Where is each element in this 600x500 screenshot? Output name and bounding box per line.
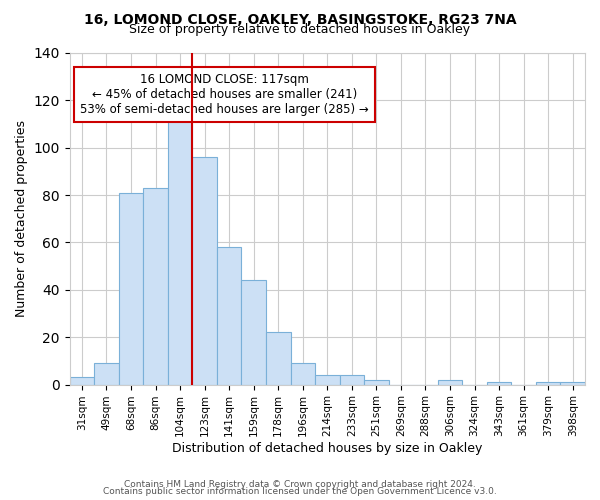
Bar	[315, 375, 340, 384]
X-axis label: Distribution of detached houses by size in Oakley: Distribution of detached houses by size …	[172, 442, 482, 455]
Bar	[193, 157, 217, 384]
Bar	[168, 114, 193, 384]
Bar	[560, 382, 585, 384]
Text: 16 LOMOND CLOSE: 117sqm
← 45% of detached houses are smaller (241)
53% of semi-d: 16 LOMOND CLOSE: 117sqm ← 45% of detache…	[80, 73, 368, 116]
Text: Contains public sector information licensed under the Open Government Licence v3: Contains public sector information licen…	[103, 487, 497, 496]
Bar	[119, 192, 143, 384]
Bar	[143, 188, 168, 384]
Text: 16, LOMOND CLOSE, OAKLEY, BASINGSTOKE, RG23 7NA: 16, LOMOND CLOSE, OAKLEY, BASINGSTOKE, R…	[83, 12, 517, 26]
Bar	[487, 382, 511, 384]
Bar	[266, 332, 290, 384]
Bar	[364, 380, 389, 384]
Bar	[70, 378, 94, 384]
Text: Contains HM Land Registry data © Crown copyright and database right 2024.: Contains HM Land Registry data © Crown c…	[124, 480, 476, 489]
Text: Size of property relative to detached houses in Oakley: Size of property relative to detached ho…	[130, 22, 470, 36]
Bar	[290, 364, 315, 384]
Bar	[340, 375, 364, 384]
Y-axis label: Number of detached properties: Number of detached properties	[15, 120, 28, 318]
Bar	[94, 364, 119, 384]
Bar	[241, 280, 266, 384]
Bar	[438, 380, 462, 384]
Bar	[536, 382, 560, 384]
Bar	[217, 247, 241, 384]
